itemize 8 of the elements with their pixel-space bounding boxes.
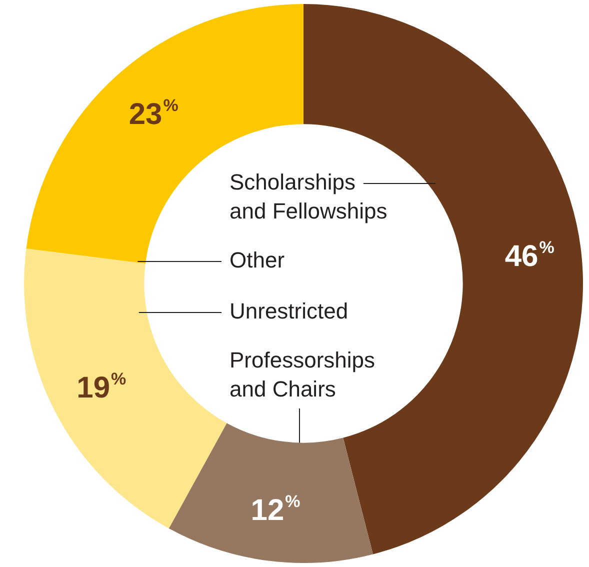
data-label: 23% — [128, 96, 178, 131]
slice-label: Other — [230, 248, 285, 273]
data-label: 46% — [504, 238, 554, 273]
slice-label: Scholarships and Fellowships — [230, 170, 388, 224]
data-label: 19% — [76, 370, 126, 405]
slice-label: Professorships and Chairs — [230, 348, 376, 402]
data-label: 12% — [250, 492, 300, 528]
slice-label: Unrestricted — [230, 298, 348, 324]
